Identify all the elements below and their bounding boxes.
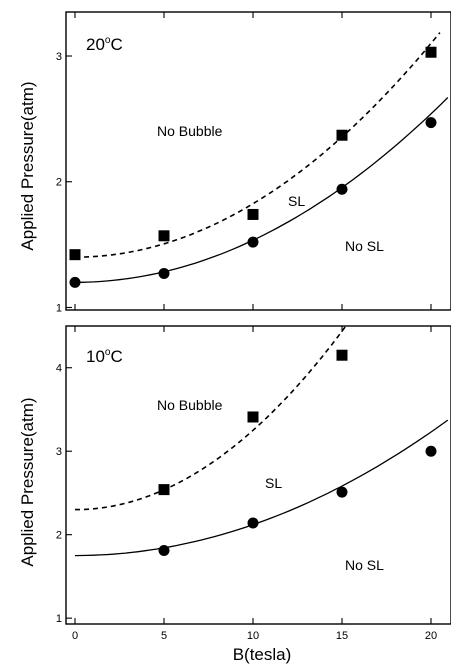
annotation-no-bubble-top: No Bubble [157,123,223,139]
x-tick-label: 0 [72,630,78,642]
temperature-label-top: 20oC [86,35,123,54]
data-point-square [336,349,348,361]
ticks-top: 1 2 3 [56,12,432,314]
annotation-sl-top: SL [288,193,305,209]
data-point-square [247,208,259,220]
data-point-square [425,46,437,58]
annotation-no-bubble-bottom: No Bubble [157,397,223,413]
data-point-square [158,230,170,242]
annotation-no-sl-top: No SL [345,238,384,254]
fit-curve-dashed [74,32,441,258]
ticks-bottom: 0 5 10 15 20 1 2 3 4 [56,326,437,642]
y-tick-label: 3 [56,51,62,63]
fit-curves-bottom [74,326,449,557]
x-tick-label: 10 [247,630,259,642]
x-tick-label: 5 [161,630,167,642]
data-point-circle [69,276,81,288]
y-tick-label: 1 [56,613,62,625]
data-point-square [247,411,259,423]
markers-bottom [158,349,437,557]
y-tick-label: 2 [56,530,62,542]
fit-curves-top [74,32,449,283]
x-tick-label: 20 [425,630,437,642]
data-point-circle [158,545,170,557]
y-tick-label: 1 [56,302,62,314]
y-tick-label: 4 [56,363,62,375]
data-point-circle [425,445,437,457]
data-point-circle [336,486,348,498]
x-axis-label: B(tesla) [233,645,292,664]
panel-bottom: 0 5 10 15 20 1 2 3 4 10oC No Bubble SL No SL App… [18,325,451,664]
data-point-circle [247,236,259,248]
data-point-circle [336,183,348,195]
data-point-square [336,129,348,141]
data-point-circle [247,517,259,529]
y-axis-label-bottom: Applied Pressure(atm) [18,397,37,566]
fit-curve-dashed [75,326,346,511]
y-axis-label-top: Applied Pressure(atm) [18,81,37,250]
x-tick-label: 15 [336,630,348,642]
plot-frame-top [65,11,451,311]
fit-curve-solid [75,97,449,283]
markers-top [69,46,437,288]
data-point-circle [158,268,170,280]
data-point-circle [425,117,437,129]
y-tick-label: 3 [56,446,62,458]
data-point-square [69,249,81,261]
annotation-no-sl-bottom: No SL [345,557,384,573]
plot-frame-bottom [65,325,451,625]
panel-top: 1 2 3 20oC No Bubble SL No SL Applied Pres… [18,11,451,314]
annotation-sl-bottom: SL [265,475,282,491]
fit-curve-solid [74,419,449,557]
y-tick-label: 2 [56,177,62,189]
temperature-label-bottom: 10oC [86,347,123,366]
data-point-square [158,484,170,496]
